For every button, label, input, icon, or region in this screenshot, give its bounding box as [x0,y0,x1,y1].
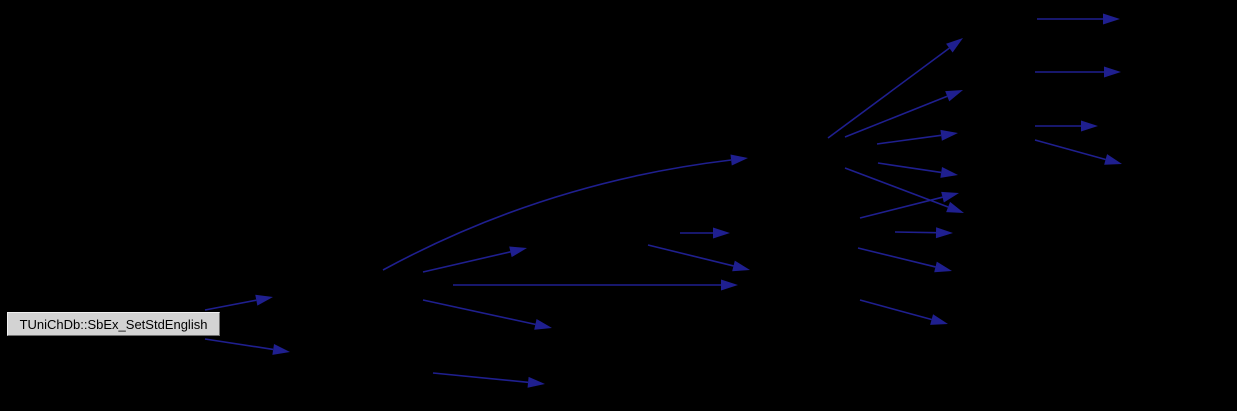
function-node-root[interactable]: TUniChDb::SbEx_SetStdEnglish [7,312,220,336]
call-edge [422,251,511,273]
call-edge [935,227,953,239]
call-edge [721,279,738,291]
call-edge [204,299,257,311]
call-edge [844,167,949,208]
call-edge [255,294,273,306]
call-edge [1104,66,1121,78]
call-edge [941,191,959,203]
call-edge [422,299,536,326]
call-edge [647,244,734,267]
call-edge [527,376,545,388]
call-edge [876,134,942,145]
function-node-label: TUniChDb::SbEx_SetStdEnglish [19,316,208,332]
call-edge [272,343,290,355]
call-edge [894,231,937,234]
call-edge [1034,139,1106,161]
call-edge [713,227,730,239]
call-edge [1081,120,1098,132]
call-edge [946,201,964,213]
call-edge [432,372,529,384]
call-edge [934,261,952,273]
call-edge [534,319,552,330]
call-edge [940,129,958,141]
call-edge [204,338,274,351]
call-edge [1103,13,1120,25]
call-edge [857,247,936,268]
call-edge [732,260,750,272]
call-edge [930,314,948,325]
call-edge [859,196,943,219]
call-edge [730,154,748,166]
call-edge [509,246,527,258]
call-edge [940,167,958,178]
call-edge [859,299,932,321]
call-edge [946,38,963,53]
call-edge [827,47,950,139]
call-edge [844,95,948,138]
call-edge [1104,154,1122,165]
call-edge [945,90,963,102]
call-edge [877,162,942,174]
call-edge [382,159,732,271]
